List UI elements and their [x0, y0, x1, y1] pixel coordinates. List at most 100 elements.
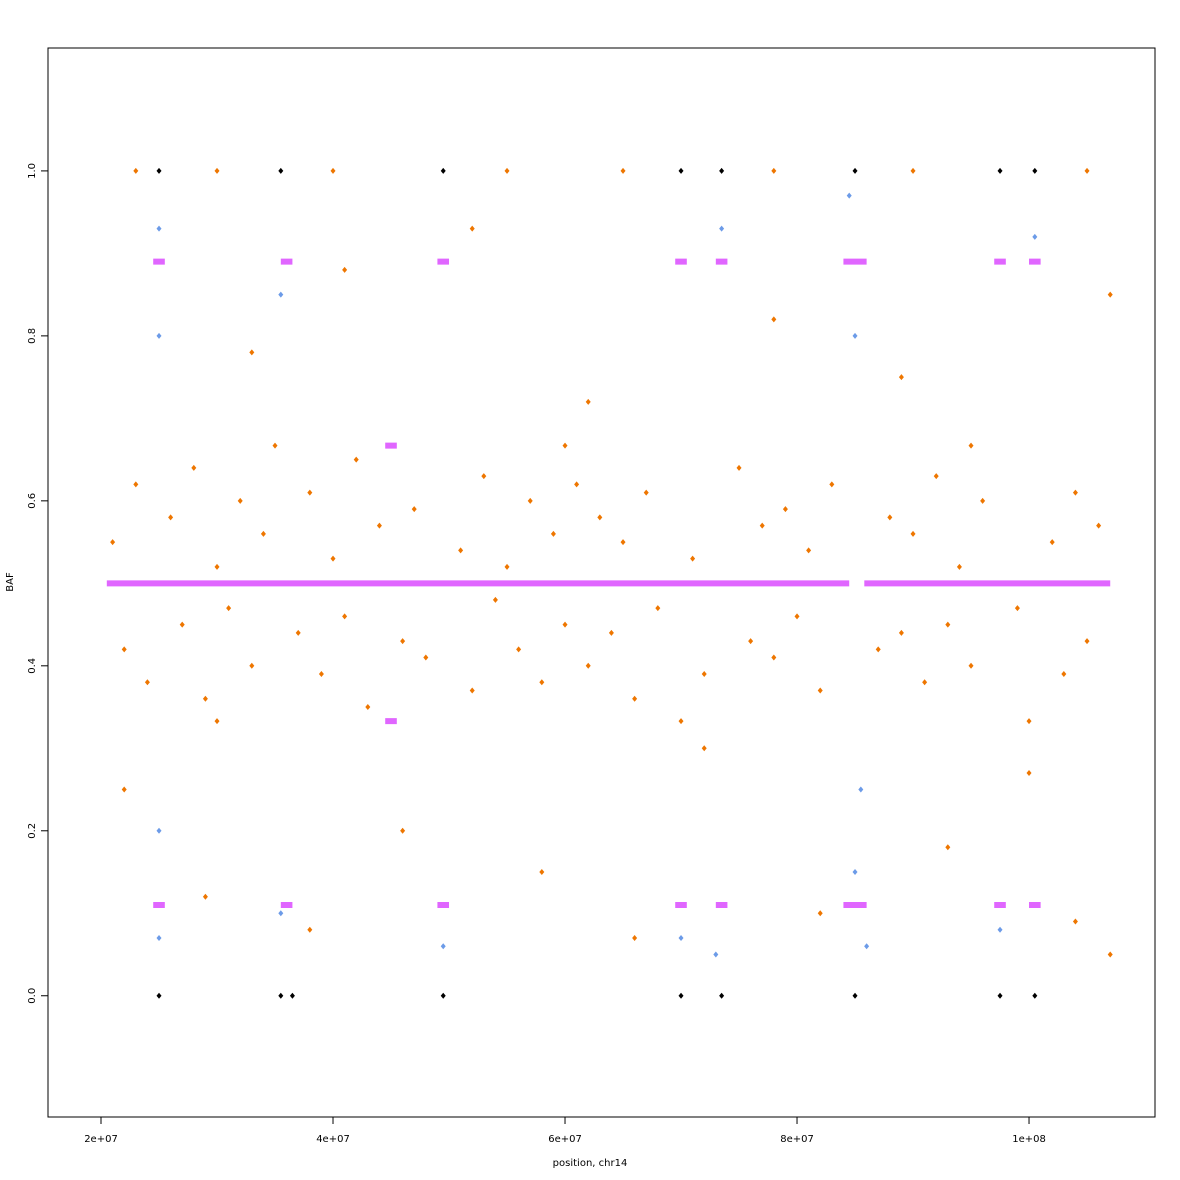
- point: [1014, 605, 1020, 612]
- point: [945, 844, 951, 851]
- point: [1026, 718, 1032, 725]
- point: [922, 679, 928, 686]
- point: [864, 943, 870, 950]
- point: [492, 596, 498, 603]
- y-tick-label: 0.6: [27, 493, 38, 509]
- point: [997, 926, 1003, 933]
- point: [260, 530, 266, 537]
- x-axis-label: position, chr14: [553, 1158, 628, 1169]
- point: [933, 473, 939, 480]
- point: [272, 442, 278, 449]
- point: [956, 563, 962, 570]
- point: [678, 718, 684, 725]
- point: [365, 704, 371, 711]
- point: [191, 464, 197, 471]
- point: [794, 613, 800, 620]
- point: [527, 497, 533, 504]
- point: [110, 539, 116, 546]
- point: [1026, 770, 1032, 777]
- point: [690, 555, 696, 562]
- point: [295, 629, 301, 636]
- point: [1061, 671, 1067, 678]
- point: [759, 522, 765, 529]
- point: [678, 167, 684, 174]
- point: [632, 935, 638, 942]
- point: [898, 374, 904, 381]
- point: [1107, 291, 1113, 298]
- point: [585, 662, 591, 669]
- point: [458, 547, 464, 554]
- point: [1049, 539, 1055, 546]
- point: [701, 671, 707, 678]
- point: [719, 992, 725, 999]
- y-tick-label: 0.2: [27, 823, 38, 839]
- point: [400, 827, 406, 834]
- point: [133, 167, 139, 174]
- point: [278, 910, 284, 917]
- point: [585, 398, 591, 405]
- point: [121, 786, 127, 793]
- segment-line: [106, 258, 1111, 909]
- point: [202, 893, 208, 900]
- point: [817, 910, 823, 917]
- point: [701, 745, 707, 752]
- point: [504, 167, 510, 174]
- point: [910, 530, 916, 537]
- point: [440, 943, 446, 950]
- point: [771, 167, 777, 174]
- point: [620, 167, 626, 174]
- x-tick-label: 4e+07: [316, 1134, 350, 1145]
- point: [748, 638, 754, 645]
- point: [817, 687, 823, 694]
- point: [550, 530, 556, 537]
- point: [771, 654, 777, 661]
- point: [1032, 233, 1038, 240]
- point: [278, 167, 284, 174]
- point: [179, 621, 185, 628]
- point: [156, 992, 162, 999]
- point: [330, 167, 336, 174]
- point: [562, 621, 568, 628]
- point: [875, 646, 881, 653]
- point: [574, 481, 580, 488]
- point: [214, 167, 220, 174]
- point: [144, 679, 150, 686]
- point: [539, 679, 545, 686]
- point: [214, 563, 220, 570]
- point: [887, 514, 893, 521]
- y-axis-label: BAF: [5, 572, 16, 592]
- point: [481, 473, 487, 480]
- point: [968, 662, 974, 669]
- x-tick-label: 2e+07: [84, 1134, 118, 1145]
- point: [516, 646, 522, 653]
- point: [829, 481, 835, 488]
- point: [400, 638, 406, 645]
- point: [852, 992, 858, 999]
- point: [736, 464, 742, 471]
- point: [608, 629, 614, 636]
- point: [852, 332, 858, 339]
- point: [806, 547, 812, 554]
- point: [156, 332, 162, 339]
- point: [1032, 992, 1038, 999]
- point: [997, 992, 1003, 999]
- point: [910, 167, 916, 174]
- point: [858, 786, 864, 793]
- point: [1032, 167, 1038, 174]
- point: [342, 266, 348, 273]
- point: [342, 613, 348, 620]
- point: [562, 442, 568, 449]
- point: [307, 489, 313, 496]
- point: [997, 167, 1003, 174]
- y-tick-label: 1.0: [27, 163, 38, 179]
- point: [376, 522, 382, 529]
- y-tick-label: 0.8: [27, 328, 38, 344]
- plot-frame: [47, 47, 1156, 1118]
- point: [678, 935, 684, 942]
- point: [249, 349, 255, 356]
- point: [278, 992, 284, 999]
- point: [156, 167, 162, 174]
- point: [214, 718, 220, 725]
- point: [440, 167, 446, 174]
